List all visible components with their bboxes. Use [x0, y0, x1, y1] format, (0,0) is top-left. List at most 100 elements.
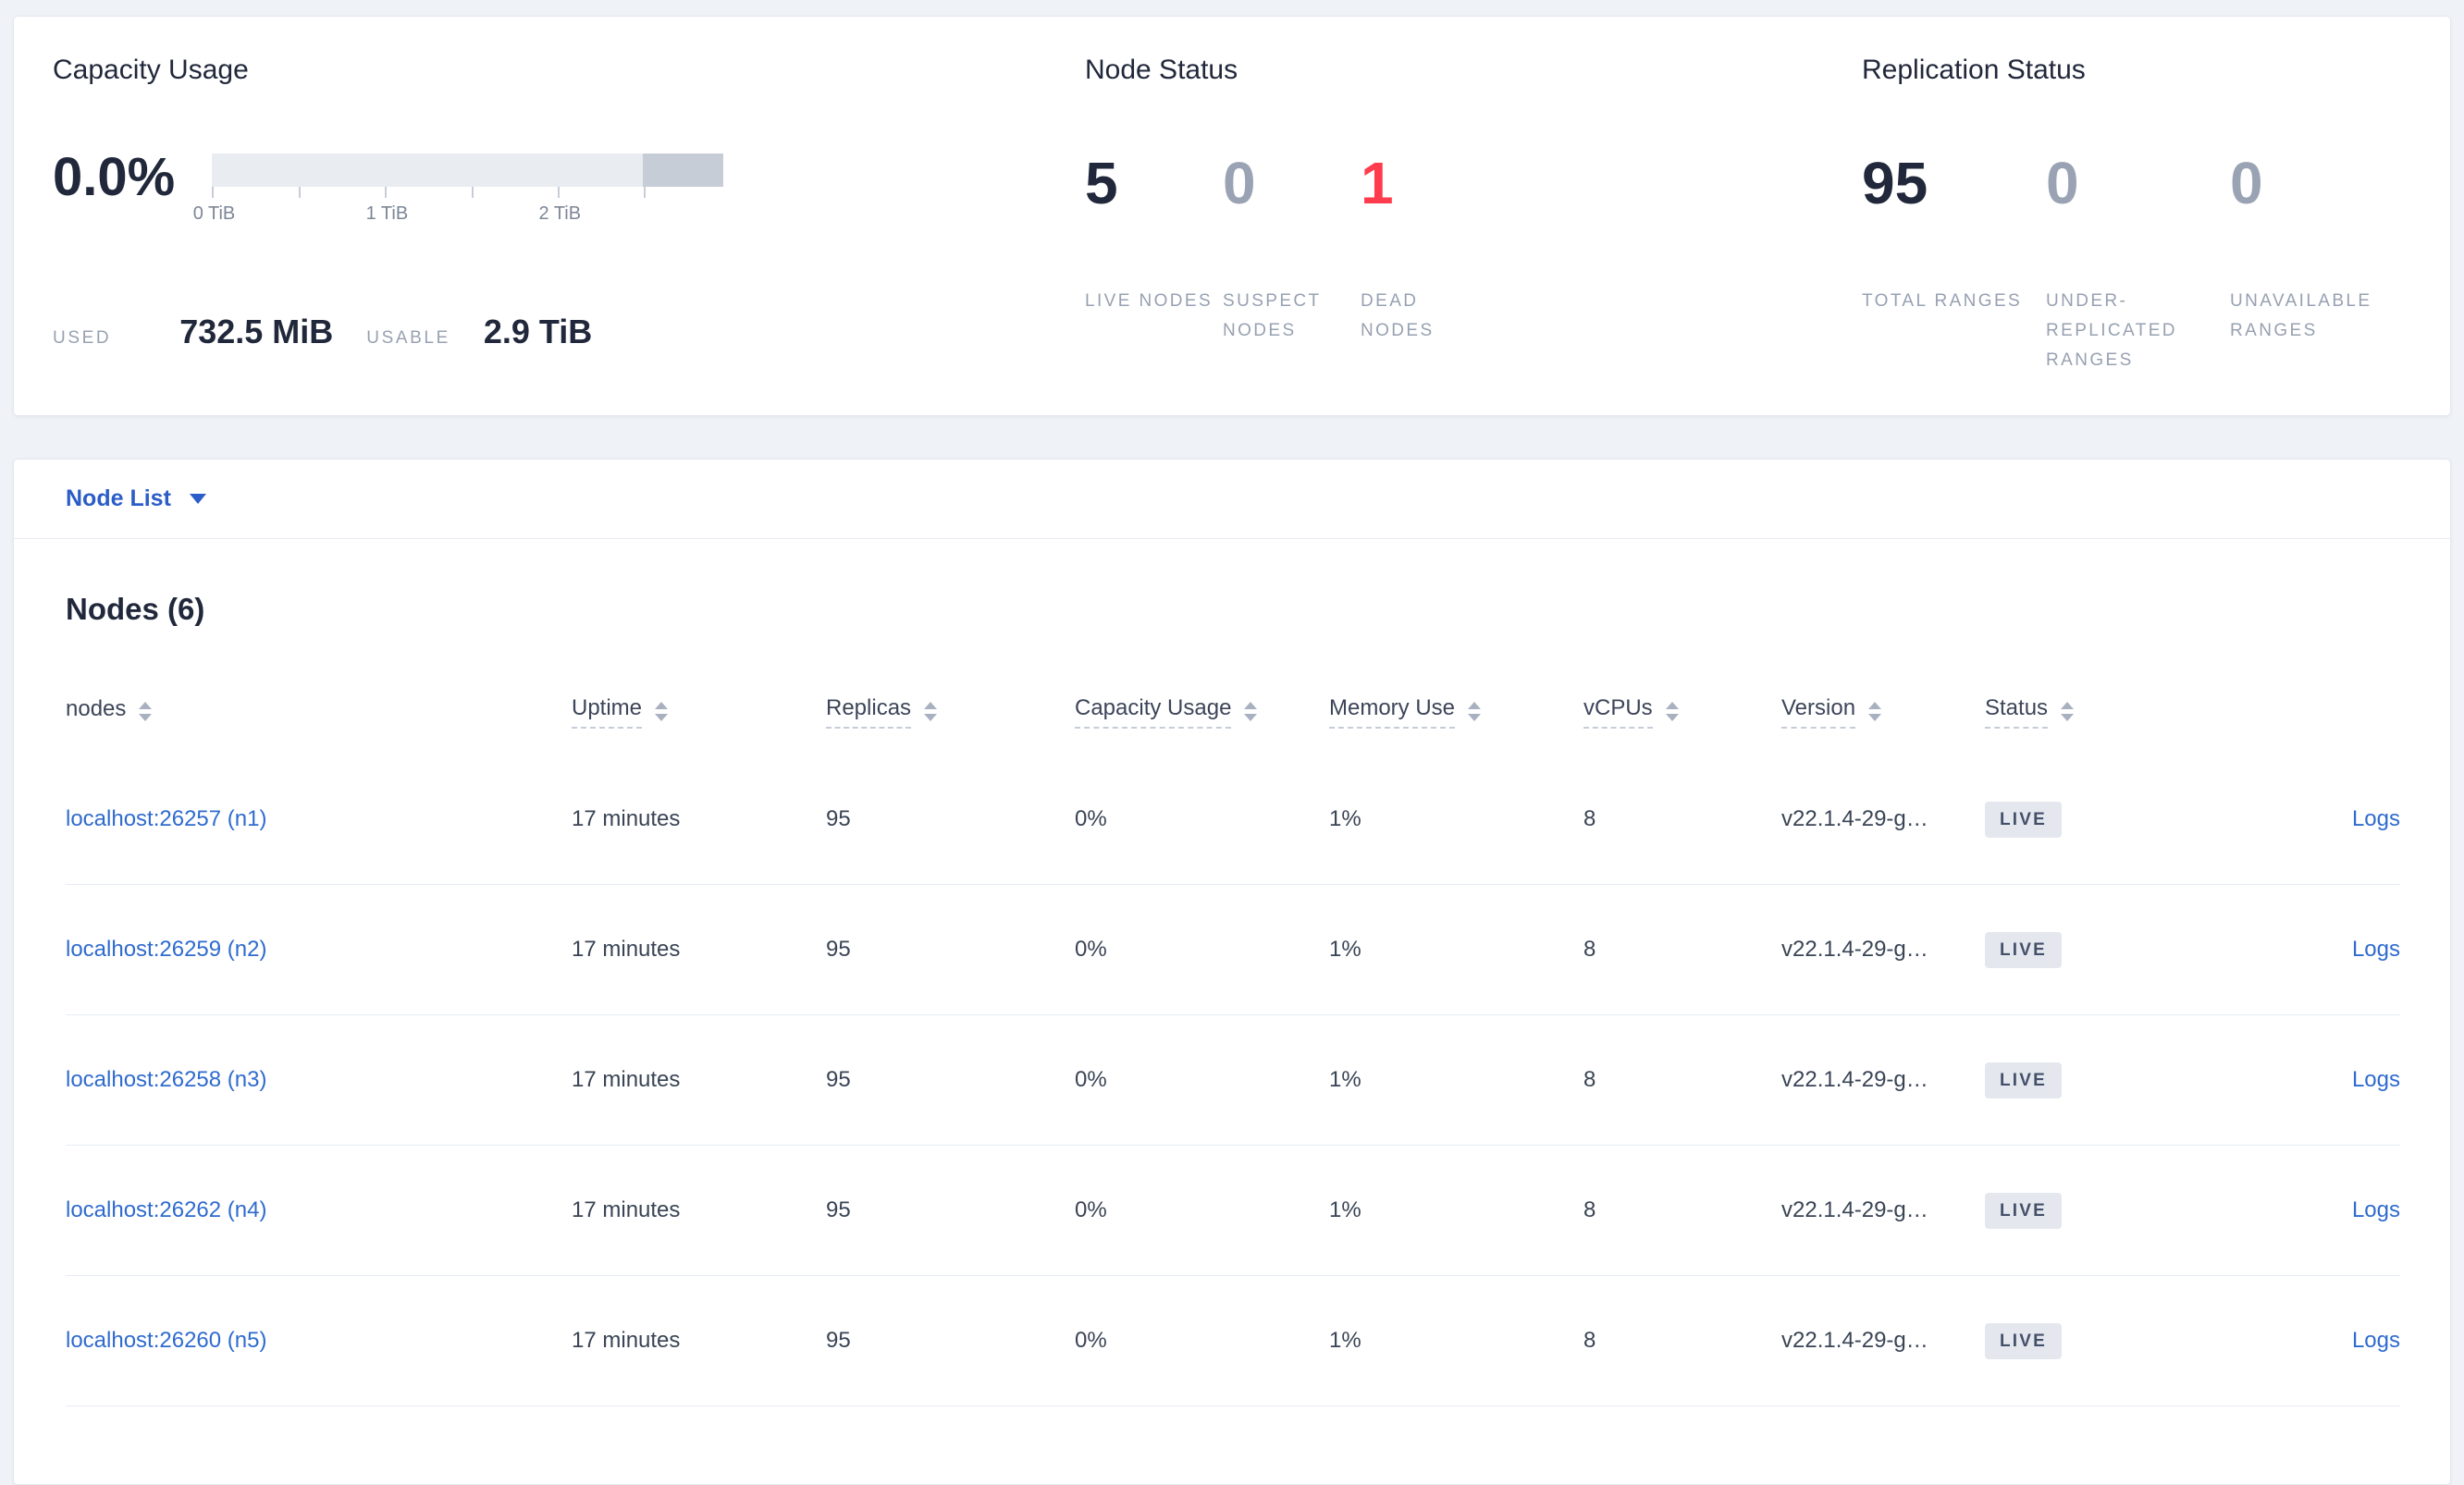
table-row: localhost:26260 (n5) 17 minutes 95 0% 1%… — [66, 1276, 2400, 1406]
replicas-cell: 95 — [826, 1197, 851, 1222]
under-replicated-ranges-label: UNDER-REPLICATED RANGES — [2046, 291, 2177, 370]
capacity-axis-ticks — [212, 187, 723, 200]
replicas-cell: 95 — [826, 937, 851, 962]
live-nodes-label: LIVE NODES — [1085, 291, 1214, 311]
node-status-title: Node Status — [1085, 55, 1238, 85]
column-header-label: Memory Use — [1329, 695, 1456, 729]
node-link[interactable]: localhost:26260 (n5) — [66, 1328, 267, 1353]
node-list-dropdown-label: Node List — [66, 485, 171, 511]
column-header-label: vCPUs — [1583, 695, 1653, 729]
logs-link[interactable]: Logs — [2351, 937, 2400, 962]
version-cell: v22.1.4-29-g… — [1781, 1197, 1928, 1222]
capacity-usage-title: Capacity Usage — [53, 55, 249, 85]
status-badge: LIVE — [1985, 931, 2063, 968]
capacity-bar — [212, 153, 724, 187]
axis-tick-label: 1 TiB — [365, 203, 409, 224]
capacity-usage-cell: 0% — [1075, 1067, 1107, 1092]
suspect-nodes-label: SUSPECT NODES — [1223, 291, 1322, 340]
capacity-usage-cell: 0% — [1075, 1197, 1107, 1222]
suspect-nodes-count: 0 — [1223, 150, 1256, 216]
unavailable-ranges-count: 0 — [2230, 150, 2263, 216]
column-header-uptime[interactable]: Uptime — [572, 669, 826, 755]
node-link[interactable]: localhost:26258 (n3) — [66, 1067, 267, 1092]
uptime-cell: 17 minutes — [572, 806, 681, 831]
status-badge: LIVE — [1985, 1192, 2063, 1229]
sort-icon — [1868, 702, 1882, 721]
column-header-label: Replicas — [826, 695, 912, 729]
replicas-cell: 95 — [826, 806, 851, 831]
capacity-axis-labels: 0 TiB 1 TiB 2 TiB — [193, 203, 723, 227]
column-header-label: Status — [1985, 695, 2049, 729]
sort-icon — [1244, 702, 1258, 721]
logs-link[interactable]: Logs — [2351, 1328, 2400, 1353]
column-header-capacity-usage[interactable]: Capacity Usage — [1075, 669, 1329, 755]
under-replicated-ranges-stat: 0 UNDER-REPLICATED RANGES — [2046, 152, 2214, 375]
axis-tick-label: 0 TiB — [192, 203, 236, 224]
usable-label: USABLE — [366, 328, 450, 348]
vcpus-cell: 8 — [1583, 1197, 1596, 1222]
sort-icon — [655, 702, 669, 721]
column-header-memory-use[interactable]: Memory Use — [1329, 669, 1583, 755]
column-header-label: nodes — [66, 695, 127, 721]
logs-link[interactable]: Logs — [2351, 1067, 2400, 1092]
column-header-replicas[interactable]: Replicas — [826, 669, 1075, 755]
axis-tick — [385, 187, 388, 198]
column-header-status[interactable]: Status — [1985, 669, 2174, 755]
axis-tick — [471, 187, 474, 198]
status-badge: LIVE — [1985, 801, 2063, 838]
axis-tick-label: 2 TiB — [538, 203, 582, 224]
nodes-table: nodes Uptime Replicas Capacity Usage Mem… — [66, 669, 2400, 1406]
vcpus-cell: 8 — [1583, 937, 1596, 962]
version-cell: v22.1.4-29-g… — [1781, 1328, 1928, 1353]
capacity-bar-reserved-segment — [643, 153, 724, 187]
node-link[interactable]: localhost:26257 (n1) — [66, 806, 267, 831]
memory-use-cell: 1% — [1329, 1067, 1361, 1092]
memory-use-cell: 1% — [1329, 937, 1361, 962]
vcpus-cell: 8 — [1583, 806, 1596, 831]
suspect-nodes-stat: 0 SUSPECT NODES — [1223, 152, 1353, 346]
replication-status-panel: Replication Status 95 TOTAL RANGES 0 UND… — [1849, 17, 2450, 415]
total-ranges-label: TOTAL RANGES — [1862, 291, 2023, 311]
column-header-nodes[interactable]: nodes — [66, 669, 572, 755]
used-value: 732.5 MiB — [179, 313, 334, 350]
node-status-panel: Node Status 5 LIVE NODES 0 SUSPECT NODES… — [1072, 17, 1849, 415]
live-nodes-count: 5 — [1085, 150, 1118, 216]
cluster-summary-card: Capacity Usage 0.0% 0 TiB 1 TiB — [13, 16, 2451, 416]
axis-tick — [558, 187, 561, 198]
version-cell: v22.1.4-29-g… — [1781, 806, 1928, 831]
dead-nodes-count: 1 — [1361, 150, 1394, 216]
table-row: localhost:26258 (n3) 17 minutes 95 0% 1%… — [66, 1015, 2400, 1146]
sort-icon — [1665, 702, 1679, 721]
axis-tick — [298, 187, 301, 198]
unavailable-ranges-stat: 0 UNAVAILABLE RANGES — [2230, 152, 2398, 375]
axis-tick — [212, 187, 215, 198]
replicas-cell: 95 — [826, 1067, 851, 1092]
uptime-cell: 17 minutes — [572, 1328, 681, 1353]
live-nodes-stat: 5 LIVE NODES — [1085, 152, 1215, 346]
vcpus-cell: 8 — [1583, 1067, 1596, 1092]
uptime-cell: 17 minutes — [572, 937, 681, 962]
replicas-cell: 95 — [826, 1328, 851, 1353]
node-list-dropdown[interactable]: Node List — [66, 485, 206, 512]
uptime-cell: 17 minutes — [572, 1067, 681, 1092]
sort-icon — [1468, 702, 1482, 721]
capacity-percent-value: 0.0% — [53, 147, 176, 207]
column-header-label: Version — [1781, 695, 1856, 729]
dead-nodes-label: DEAD NODES — [1361, 291, 1435, 340]
memory-use-cell: 1% — [1329, 1197, 1361, 1222]
node-link[interactable]: localhost:26259 (n2) — [66, 937, 267, 962]
view-selector-bar: Node List — [14, 460, 2450, 539]
column-header-version[interactable]: Version — [1781, 669, 1985, 755]
memory-use-cell: 1% — [1329, 1328, 1361, 1353]
node-link[interactable]: localhost:26262 (n4) — [66, 1197, 267, 1222]
logs-link[interactable]: Logs — [2351, 806, 2400, 831]
column-header-logs — [2174, 669, 2400, 755]
vcpus-cell: 8 — [1583, 1328, 1596, 1353]
sort-icon — [924, 702, 938, 721]
sort-icon — [2061, 702, 2075, 721]
logs-link[interactable]: Logs — [2351, 1197, 2400, 1222]
capacity-usage-cell: 0% — [1075, 1328, 1107, 1353]
table-row: localhost:26262 (n4) 17 minutes 95 0% 1%… — [66, 1146, 2400, 1276]
column-header-vcpus[interactable]: vCPUs — [1583, 669, 1781, 755]
capacity-bar-chart: 0 TiB 1 TiB 2 TiB — [193, 153, 724, 227]
